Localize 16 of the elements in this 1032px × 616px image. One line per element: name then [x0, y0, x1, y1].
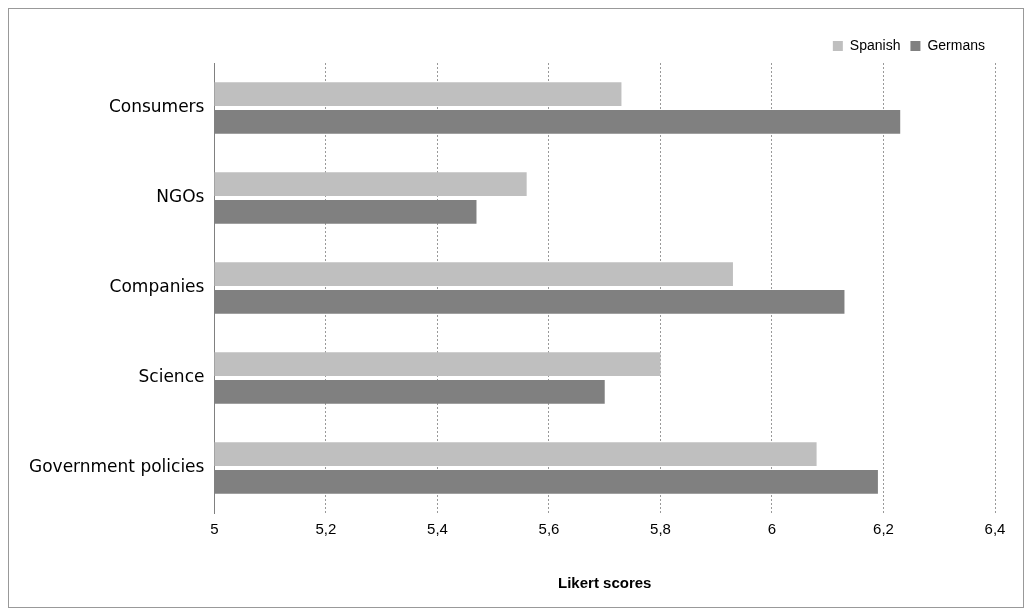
x-axis-title: Likert scores: [558, 574, 652, 592]
y-tick-label: Consumers: [108, 96, 205, 117]
legend-label: Spanish: [849, 36, 901, 53]
x-tick-label: 5,4: [427, 520, 448, 538]
x-tick-label: 6,4: [984, 520, 1006, 538]
y-tick-label: Government policies: [28, 456, 205, 477]
y-tick-label: Companies: [109, 276, 205, 297]
legend-label: Germans: [927, 36, 986, 53]
x-tick-label: 5,8: [650, 520, 671, 538]
y-tick-label: NGOs: [156, 186, 205, 207]
x-tick-label: 5,6: [538, 520, 560, 538]
x-tick-label: 6: [767, 520, 777, 538]
x-tick-label: 6,2: [873, 520, 894, 538]
x-tick-label: 5,2: [315, 520, 337, 538]
x-tick-label: 5: [210, 520, 219, 538]
y-tick-label: Science: [138, 366, 205, 387]
